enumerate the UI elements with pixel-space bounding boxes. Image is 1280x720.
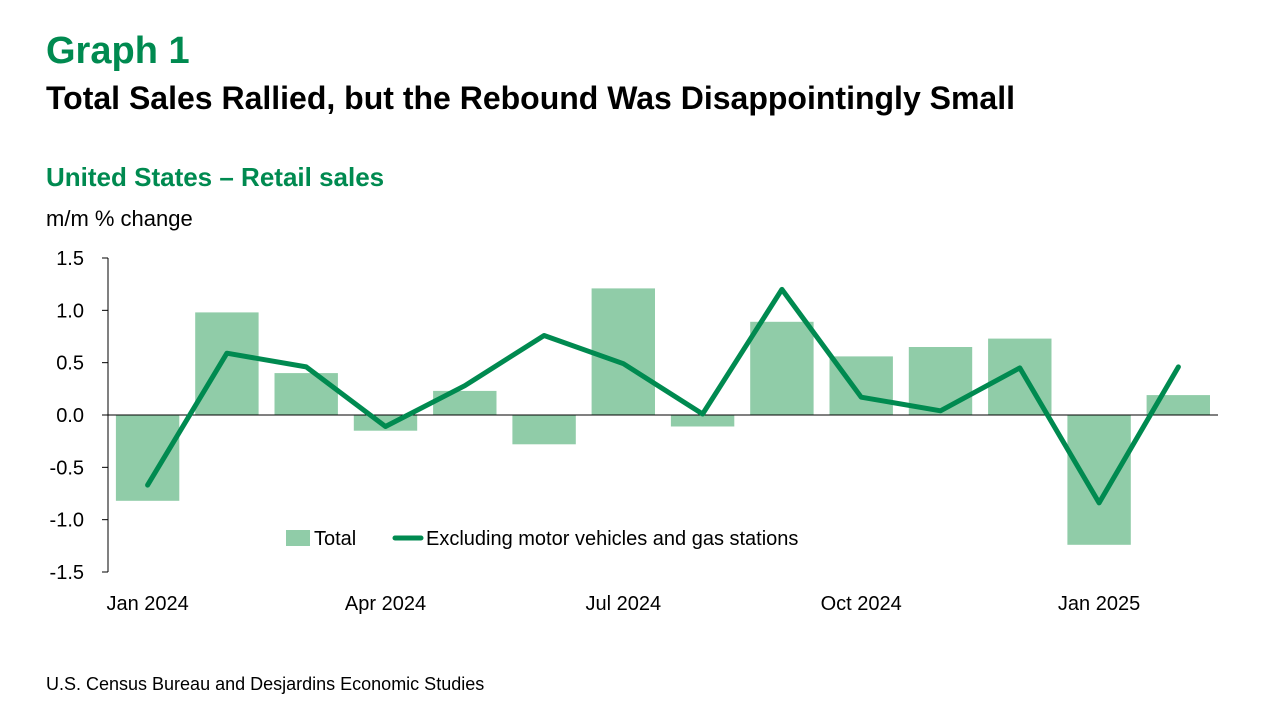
y-tick-label: 0.5 xyxy=(56,353,84,375)
x-tick-label: Jul 2024 xyxy=(586,593,662,615)
page-title: Total Sales Rallied, but the Rebound Was… xyxy=(46,80,1015,116)
legend-label-total: Total xyxy=(314,528,356,550)
y-tick-label: 1.0 xyxy=(56,300,84,322)
legend-swatch-total xyxy=(286,530,310,546)
legend-label-excluding: Excluding motor vehicles and gas station… xyxy=(426,528,798,550)
x-tick-label: Apr 2024 xyxy=(345,593,426,615)
bar-nov-2024 xyxy=(908,347,973,415)
x-tick-label: Oct 2024 xyxy=(821,593,902,615)
bar-jan-2024 xyxy=(115,415,180,501)
chart-title: United States – Retail sales xyxy=(46,162,385,192)
bar-jan-2025 xyxy=(1067,415,1131,545)
graph-number: Graph 1 xyxy=(46,30,190,72)
source-note: U.S. Census Bureau and Desjardins Econom… xyxy=(46,674,485,694)
bar-jun-2024 xyxy=(512,415,576,445)
y-tick-label: -0.5 xyxy=(50,457,84,479)
y-tick-label: -1.5 xyxy=(50,562,84,584)
axes: 1.5 1.0 0.5 0.0 -0.5 -1.0 -1.5 Jan 2024 Apr 2024… xyxy=(50,248,1218,615)
y-tick-label: 0.0 xyxy=(56,405,84,427)
line-excluding-motor-vehicles-gas xyxy=(145,286,1181,506)
bar-feb-2024 xyxy=(195,312,259,415)
y-tick-label: -1.0 xyxy=(50,510,84,532)
bar-mar-2024 xyxy=(274,373,338,415)
legend: Total Excluding motor vehicles and gas st… xyxy=(286,528,798,550)
y-tick-label: 1.5 xyxy=(56,248,84,270)
bar-jul-2024 xyxy=(591,288,655,415)
x-tick-label: Jan 2024 xyxy=(106,593,188,615)
line-series xyxy=(145,286,1181,506)
y-axis-unit-label: m/m % change xyxy=(46,206,193,231)
x-tick-label: Jan 2025 xyxy=(1058,593,1140,615)
bar-feb-2025 xyxy=(1146,395,1210,415)
bar-sep-2024 xyxy=(750,321,814,415)
bar-aug-2024 xyxy=(670,415,735,427)
